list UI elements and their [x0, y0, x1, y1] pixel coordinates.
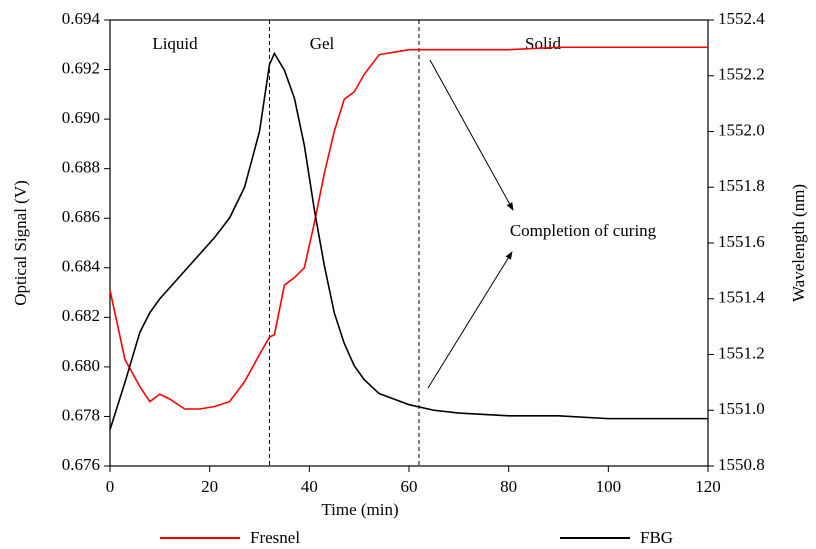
legend-label: Fresnel [250, 528, 300, 547]
y-tick-label: 0.680 [62, 356, 100, 375]
y2-tick-label: 1551.8 [718, 176, 765, 195]
x-tick-label: 120 [695, 477, 721, 496]
y2-tick-label: 1550.8 [718, 455, 765, 474]
series-line [109, 51, 708, 431]
x-tick-label: 20 [201, 477, 218, 496]
y-tick-label: 0.694 [62, 9, 101, 28]
annotation: Solid [525, 34, 561, 53]
y-tick-label: 0.676 [62, 455, 100, 474]
y-tick-label: 0.688 [62, 158, 100, 177]
x-tick-label: 0 [106, 477, 115, 496]
y-tick-label: 0.682 [62, 306, 100, 325]
x-tick-label: 100 [596, 477, 622, 496]
arrow [427, 251, 513, 389]
x-axis-label: Time (min) [321, 500, 398, 519]
y-tick-label: 0.690 [62, 108, 100, 127]
series-line [109, 46, 708, 410]
y-tick-label: 0.692 [62, 58, 100, 77]
x-tick-label: 60 [401, 477, 418, 496]
y2-tick-label: 1551.2 [718, 343, 765, 362]
y2-tick-label: 1551.0 [718, 399, 765, 418]
y2-tick-label: 1551.6 [718, 232, 765, 251]
legend-label: FBG [640, 528, 673, 547]
annotation: Liquid [152, 34, 198, 53]
y2-tick-label: 1552.2 [718, 65, 765, 84]
y-axis-label: Optical Signal (V) [11, 180, 30, 306]
y2-tick-label: 1551.4 [718, 288, 765, 307]
annotation: Gel [310, 34, 335, 53]
y-tick-label: 0.686 [62, 207, 100, 226]
y2-axis-label: Wavelength (nm) [789, 184, 808, 302]
arrow [429, 59, 514, 211]
y-tick-label: 0.684 [62, 257, 101, 276]
annotation: Completion of curing [510, 221, 657, 240]
y-tick-label: 0.678 [62, 405, 100, 424]
y2-tick-label: 1552.0 [718, 120, 765, 139]
x-tick-label: 80 [500, 477, 517, 496]
y2-tick-label: 1552.4 [718, 9, 765, 28]
x-tick-label: 40 [301, 477, 318, 496]
plot-frame [109, 19, 709, 467]
